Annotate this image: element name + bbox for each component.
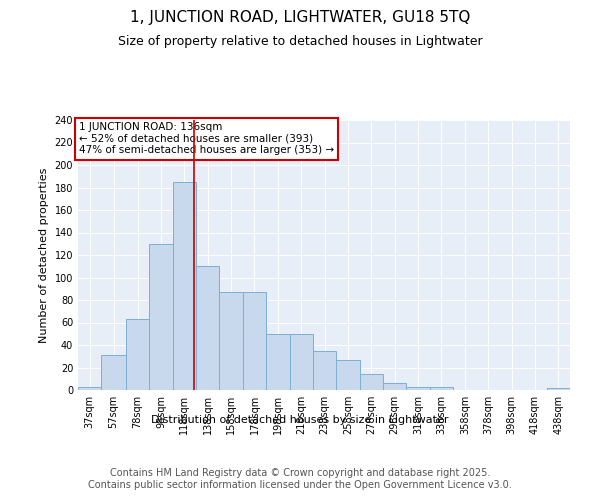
- Text: Distribution of detached houses by size in Lightwater: Distribution of detached houses by size …: [151, 415, 449, 425]
- Y-axis label: Number of detached properties: Number of detached properties: [39, 168, 49, 342]
- Bar: [220, 292, 243, 390]
- Bar: [406, 386, 430, 390]
- Bar: [266, 334, 290, 390]
- Bar: [383, 383, 406, 390]
- Bar: [149, 244, 173, 390]
- Text: 1 JUNCTION ROAD: 136sqm
← 52% of detached houses are smaller (393)
47% of semi-d: 1 JUNCTION ROAD: 136sqm ← 52% of detache…: [79, 122, 334, 156]
- Text: Contains HM Land Registry data © Crown copyright and database right 2025.
Contai: Contains HM Land Registry data © Crown c…: [88, 468, 512, 490]
- Bar: [336, 360, 359, 390]
- Bar: [101, 355, 126, 390]
- Bar: [430, 386, 453, 390]
- Bar: [243, 292, 266, 390]
- Bar: [196, 266, 220, 390]
- Bar: [359, 374, 383, 390]
- Bar: [290, 334, 313, 390]
- Bar: [173, 182, 196, 390]
- Text: Size of property relative to detached houses in Lightwater: Size of property relative to detached ho…: [118, 35, 482, 48]
- Bar: [126, 319, 149, 390]
- Bar: [313, 350, 336, 390]
- Bar: [78, 386, 101, 390]
- Bar: [547, 388, 570, 390]
- Text: 1, JUNCTION ROAD, LIGHTWATER, GU18 5TQ: 1, JUNCTION ROAD, LIGHTWATER, GU18 5TQ: [130, 10, 470, 25]
